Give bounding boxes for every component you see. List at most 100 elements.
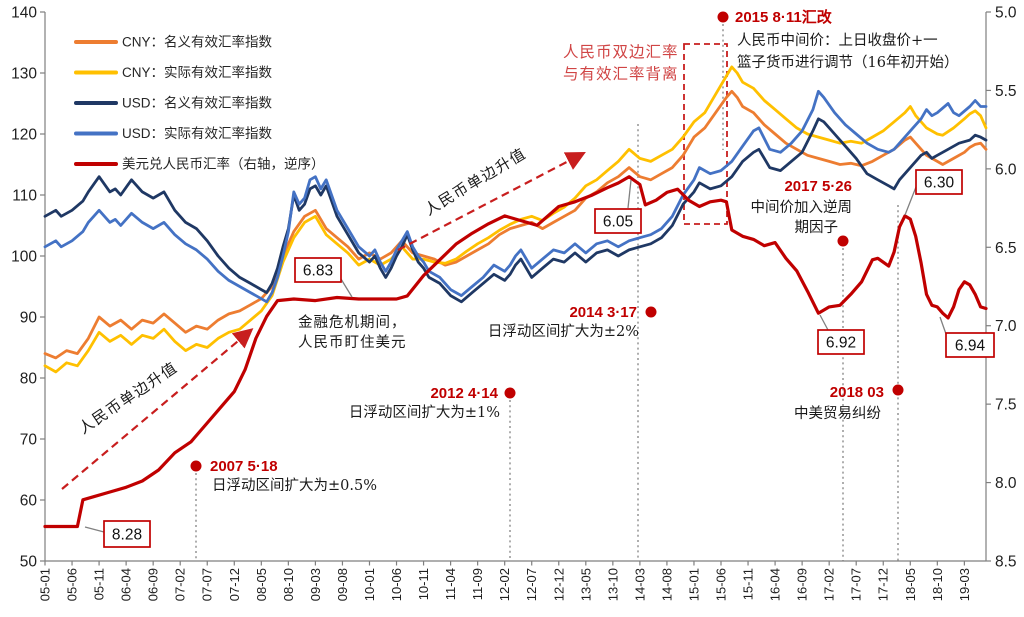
- event-2015-desc: 人民币中间价：上日收盘价+一: [737, 31, 938, 49]
- event-2007-dot: [190, 460, 202, 472]
- callout-box: [945, 332, 995, 358]
- x-tick-label: 16-09: [795, 568, 810, 601]
- event-2015: 2015 8·11汇改人民币中间价：上日收盘价+一篮子货币进行调节（16年初开始…: [717, 8, 958, 71]
- x-tick-label: 08-10: [281, 568, 296, 601]
- x-tick-label: 07-02: [173, 568, 188, 601]
- axes: 140 130 120 110 100 90 80 70 60 50 5.0 5.5 6.0 6.5 7.0…: [11, 5, 1017, 602]
- x-tick-label: 17-12: [876, 568, 891, 601]
- x-tick-label: 11-09: [470, 568, 485, 600]
- x-tick-label: 11-04: [443, 568, 458, 600]
- callout-6-92: 6.92: [817, 314, 865, 355]
- x-tick-label: 14-08: [659, 568, 674, 601]
- callout-box: [915, 169, 963, 195]
- text-crisis-peg: 金融危机期间， 人民币盯住美元: [298, 314, 407, 351]
- x-tick-label: 17-02: [822, 568, 837, 601]
- y-right-tick-label: 5.5: [995, 83, 1017, 100]
- x-tick-label: 14-03: [632, 568, 647, 601]
- x-tick-label: 07-07: [200, 568, 215, 601]
- legend-item-1: CNY：实际有效汇率指数: [74, 64, 273, 80]
- callout-value: 6.83: [303, 263, 333, 280]
- y-left-tick-label: 130: [11, 66, 37, 83]
- event-2014: 2014 3·17 日浮动区间扩大为±2%: [488, 304, 657, 340]
- x-tick-label: 06-09: [146, 568, 161, 601]
- text-crisis-peg-line: 金融危机期间，: [298, 314, 407, 331]
- event-2017-date: 2017 5·26: [784, 178, 852, 195]
- event-dotted-lines: [195, 24, 899, 561]
- y-left-tick-label: 70: [20, 432, 38, 449]
- arrow-appreciation-2: 人民币单边升值: [397, 144, 586, 251]
- legend-label: CNY：实际有效汇率指数: [122, 64, 273, 80]
- x-tick-label: 13-05: [578, 568, 593, 601]
- event-2014-dot: [645, 306, 657, 318]
- x-tick-label: 05-01: [38, 568, 53, 601]
- event-2012: 2012 4·14 日浮动区间扩大为±1%: [349, 385, 516, 421]
- y-right-tick-label: 5.0: [995, 5, 1017, 22]
- arrow-appreciation-1-dashed-line: [61, 328, 254, 490]
- x-tick-label: 05-11: [92, 568, 107, 600]
- x-tick-label: 15-11: [741, 568, 756, 600]
- legend-label: 美元兑人民币汇率（右轴，逆序）: [122, 156, 325, 172]
- legend-label: USD：名义有效汇率指数: [122, 95, 273, 111]
- callout-6-83: 6.83: [294, 257, 353, 298]
- legend-item-0: CNY：名义有效汇率指数: [74, 34, 273, 50]
- event-2007-date: 2007 5·18: [210, 458, 278, 475]
- legend-label: USD：实际有效汇率指数: [122, 125, 273, 141]
- event-2017-dot: [837, 235, 849, 247]
- y-right-tick-label: 6.5: [995, 240, 1017, 257]
- y-left-tick-label: 60: [20, 493, 38, 510]
- text-divergence-line: 与有效汇率背离: [563, 65, 679, 83]
- arrow-appreciation-2-dashed-line: [397, 151, 586, 251]
- event-2017-desc: 期因子: [795, 219, 839, 236]
- legend-label: CNY：名义有效汇率指数: [122, 34, 273, 50]
- callout-value: 6.92: [826, 335, 856, 352]
- event-2014-date: 2014 3·17: [569, 304, 637, 321]
- legend: CNY：名义有效汇率指数 CNY：实际有效汇率指数 USD：名义有效汇率指数 USD：…: [74, 34, 325, 172]
- x-tick-label: 09-03: [308, 568, 323, 601]
- legend-item-2: USD：名义有效汇率指数: [74, 95, 273, 111]
- series-usd-nominal-neer: [43, 117, 988, 304]
- x-tick-label: 09-08: [335, 568, 350, 601]
- event-2007-desc: 日浮动区间扩大为±0.5%: [212, 477, 377, 494]
- callout-6-05: 6.05: [594, 179, 642, 234]
- callout-box: [294, 257, 342, 283]
- callout-value: 6.94: [955, 338, 986, 355]
- x-tick-label: 12-12: [551, 568, 566, 601]
- event-2015-desc: 篮子货币进行调节（16年初开始）: [737, 53, 958, 71]
- y-right-tick-label: 8.5: [995, 554, 1017, 571]
- x-tick-label: 15-06: [714, 568, 729, 601]
- y-left-tick-label: 110: [12, 188, 37, 205]
- y-right-tick-label: 7.0: [995, 318, 1017, 335]
- legend-item-4: 美元兑人民币汇率（右轴，逆序）: [74, 156, 325, 172]
- event-2012-dot: [504, 387, 516, 399]
- y-left-tick-label: 120: [11, 127, 37, 144]
- callout-leader-line: [939, 316, 947, 335]
- callout-8-28: 8.28: [84, 520, 151, 548]
- y-left-tick-label: 90: [20, 310, 38, 327]
- event-2015-dot: [717, 11, 729, 23]
- callout-value: 6.30: [924, 175, 955, 192]
- x-tick-label: 06-04: [119, 568, 134, 601]
- event-2018-date: 2018 03: [830, 384, 884, 401]
- series-usdcny-rate: [43, 175, 988, 529]
- x-tick-label: 18-10: [930, 568, 945, 601]
- legend-item-3: USD：实际有效汇率指数: [74, 125, 273, 141]
- y-left-tick-label: 100: [11, 249, 37, 266]
- x-tick-label: 12-02: [497, 568, 512, 601]
- x-tick-label: 10-11: [416, 568, 431, 600]
- callout-leader-line: [340, 278, 353, 298]
- event-2014-desc: 日浮动区间扩大为±2%: [488, 323, 639, 340]
- y-left-tick-label: 80: [20, 371, 38, 388]
- y-right-tick-label: 7.5: [995, 397, 1017, 414]
- event-2015-date: 2015 8·11汇改: [735, 8, 833, 26]
- event-2012-desc: 日浮动区间扩大为±1%: [349, 404, 500, 421]
- x-tick-label: 15-01: [686, 568, 701, 601]
- callout-box: [594, 208, 642, 234]
- y-right-tick-label: 6.0: [995, 161, 1017, 178]
- text-crisis-peg-line: 人民币盯住美元: [298, 334, 407, 351]
- x-tick-label: 12-07: [524, 568, 539, 601]
- x-tick-label: 05-06: [65, 568, 80, 601]
